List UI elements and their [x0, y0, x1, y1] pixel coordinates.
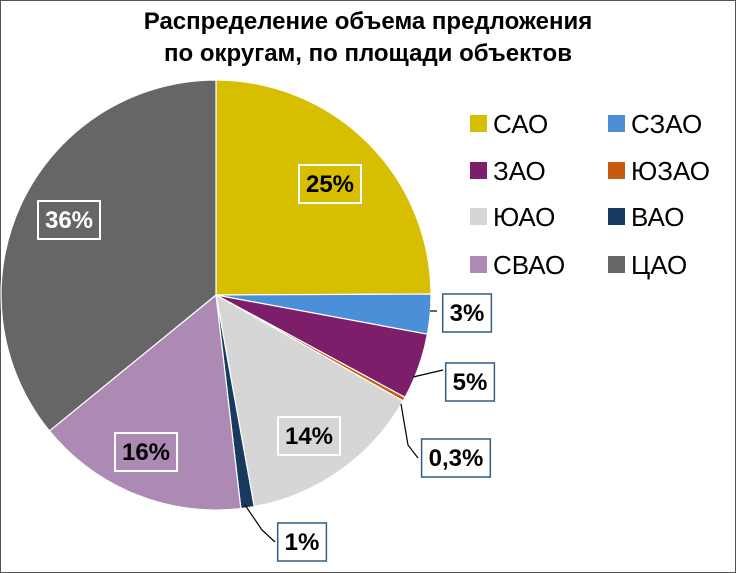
legend-label-1: САО — [493, 109, 548, 139]
pie-slice-7 — [48, 293, 242, 511]
legend-label-4: ЮЗАО — [631, 156, 710, 186]
chart-title-line-1: Распределение объема предложения — [143, 8, 593, 35]
legend-swatch-1 — [470, 115, 487, 132]
legend-label-7: СВАО — [493, 250, 565, 280]
data-label-4: 0,3% — [429, 445, 484, 472]
chart-title-line-2: по округам, по площади объектов — [164, 40, 572, 67]
legend-swatch-4 — [608, 162, 625, 179]
legend-label-5: ЮАО — [493, 202, 555, 232]
data-label-box-7 — [114, 432, 178, 472]
legend-swatch-2 — [608, 115, 625, 132]
legend-swatch-6 — [608, 208, 625, 225]
leader-line-6 — [244, 504, 276, 543]
legend-label-8: ЦАО — [631, 250, 687, 280]
data-label-8: 36% — [45, 207, 93, 234]
legend-label-2: СЗАО — [631, 109, 702, 139]
data-label-box-1 — [298, 164, 362, 204]
data-label-box-8 — [37, 200, 101, 240]
data-label-box-2 — [441, 293, 493, 333]
data-label-box-6 — [276, 522, 328, 562]
data-label-box-4 — [420, 438, 492, 478]
data-labels: 25% 3% 5% 0,3% 14% 1% 16% 36% — [37, 164, 496, 562]
pie-slice-5 — [215, 293, 404, 508]
pie-slice-1 — [215, 79, 432, 296]
legend-swatch-8 — [608, 256, 625, 273]
chart-title: Распределение объема предложения по окру… — [0, 6, 736, 70]
leader-lines — [244, 310, 444, 543]
data-label-box-3 — [444, 362, 496, 402]
pie-slices — [0, 79, 432, 511]
data-label-2: 3% — [450, 300, 485, 327]
legend-label-6: ВАО — [631, 202, 684, 232]
legend-swatch-7 — [470, 256, 487, 273]
pie-slice-8 — [0, 79, 217, 432]
leader-line-4 — [400, 403, 419, 459]
data-label-5: 14% — [285, 423, 333, 450]
data-label-1: 25% — [306, 171, 354, 198]
data-label-6: 1% — [285, 529, 320, 556]
legend-swatch-3 — [470, 162, 487, 179]
leader-line-3 — [412, 369, 444, 378]
data-label-3: 5% — [453, 369, 488, 396]
legend-swatch-5 — [470, 208, 487, 225]
data-label-7: 16% — [122, 439, 170, 466]
legend: САО СЗАО ЗАО ЮЗАО ЮАО ВАО СВАО ЦАО — [470, 109, 710, 280]
legend-label-3: ЗАО — [493, 156, 546, 186]
data-label-box-5 — [277, 416, 341, 456]
